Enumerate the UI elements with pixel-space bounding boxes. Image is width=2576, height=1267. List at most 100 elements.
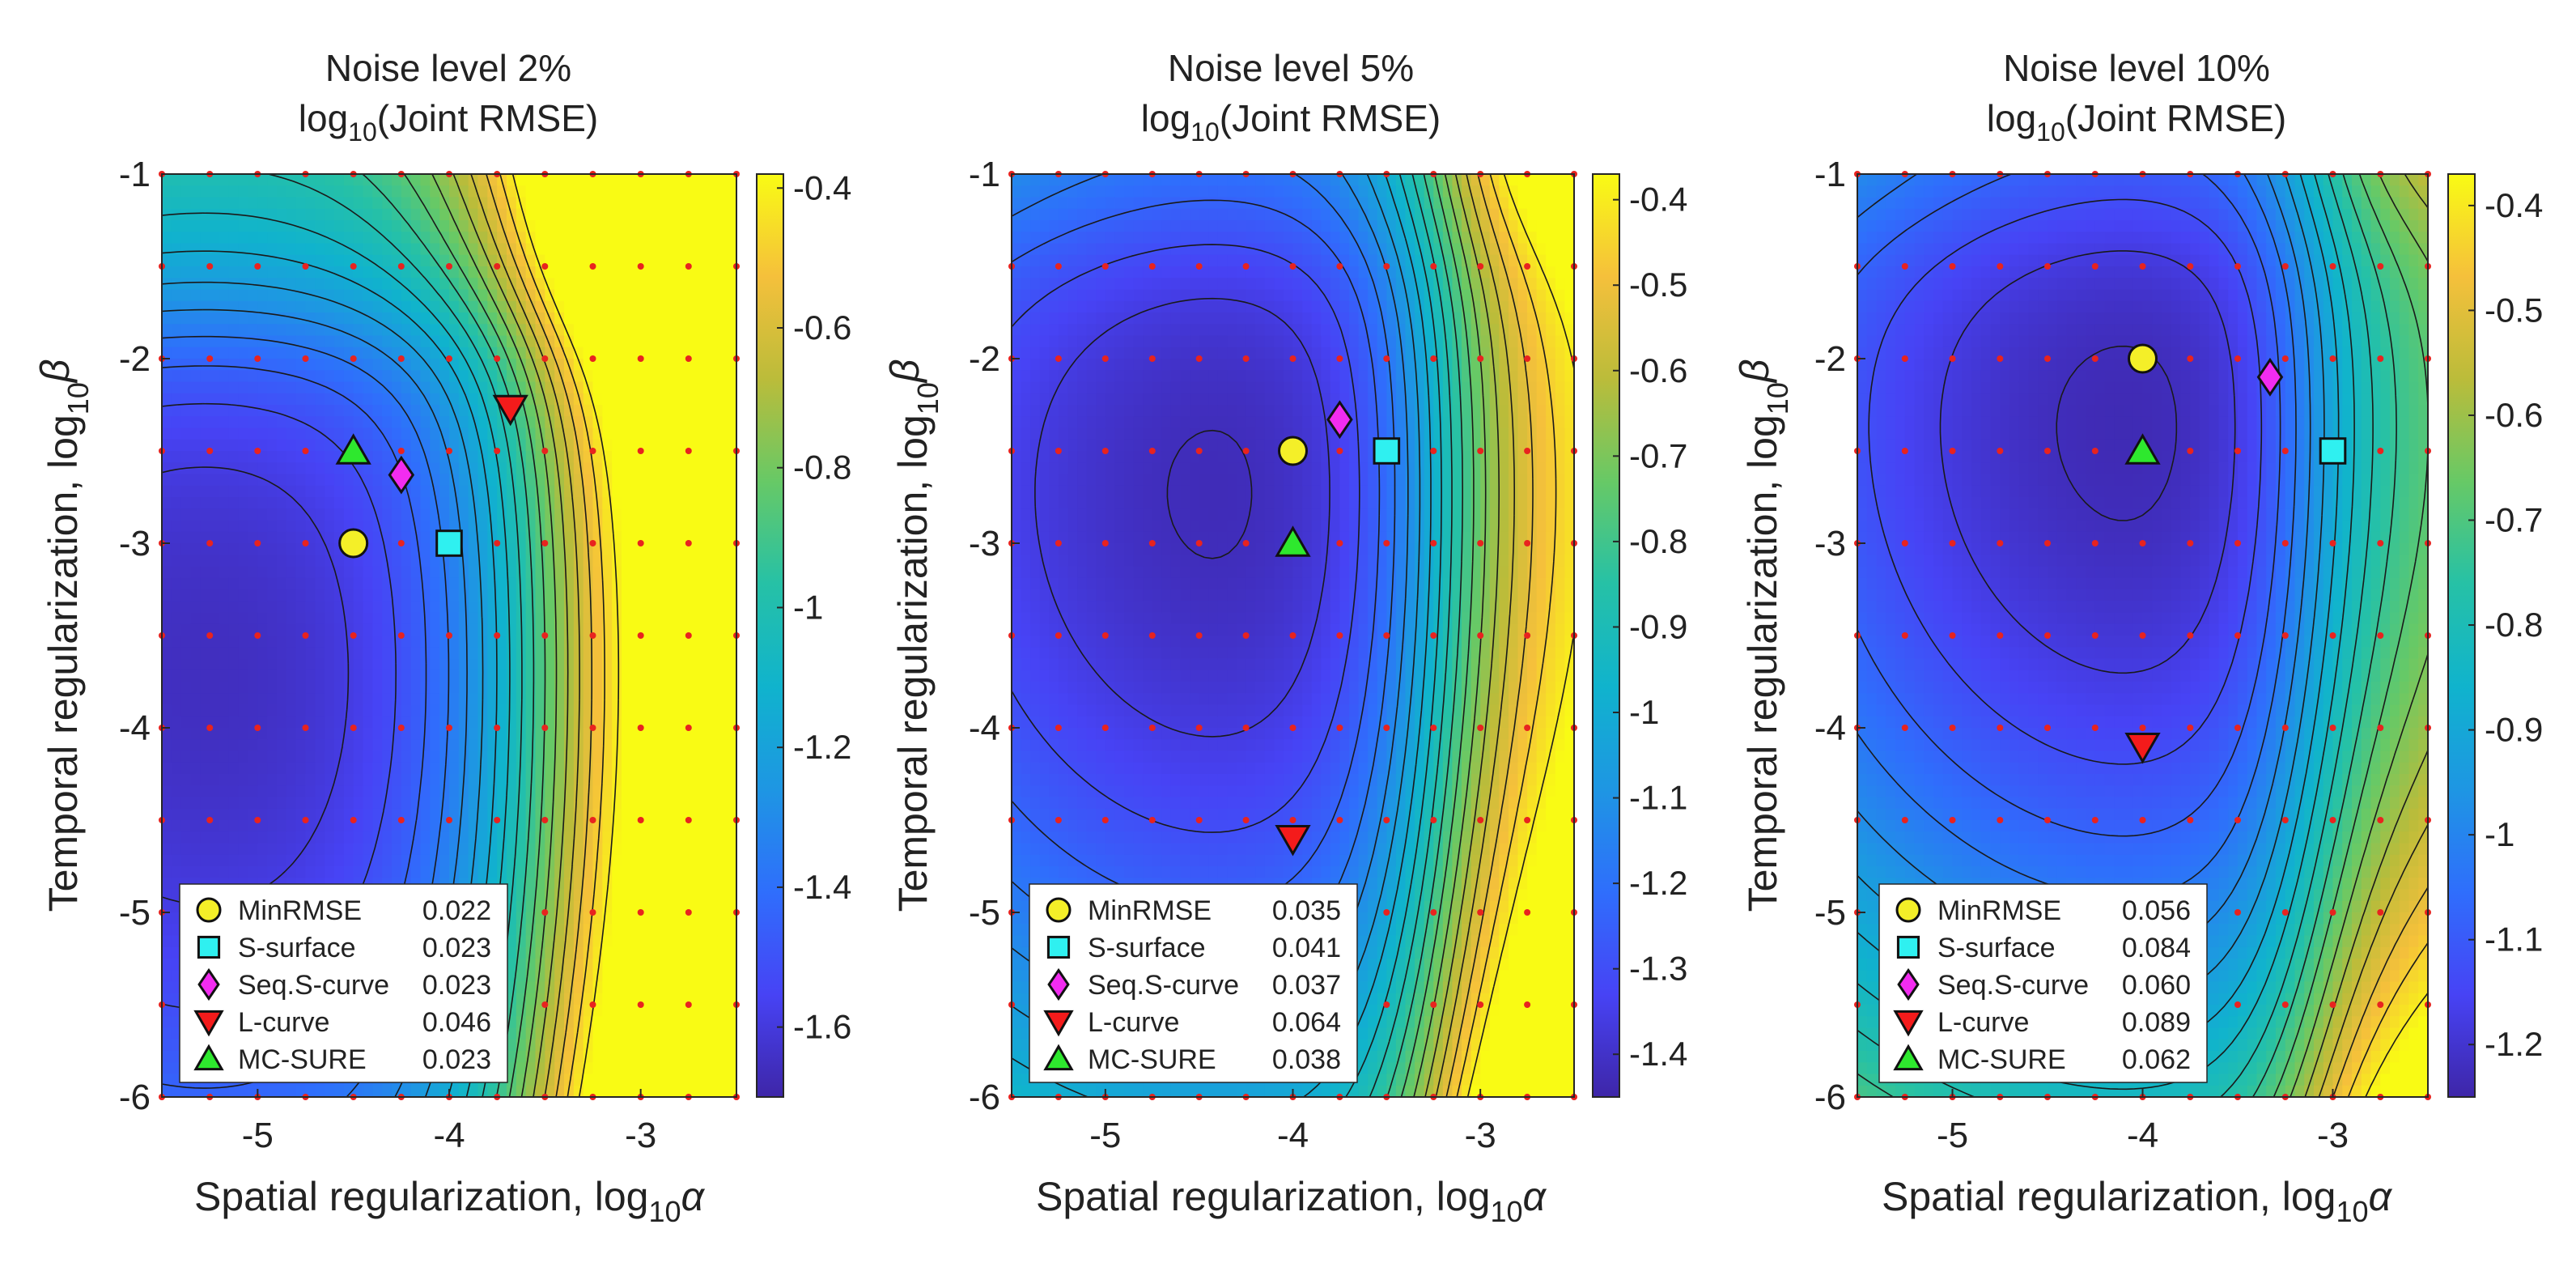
heatmap-cell (228, 555, 240, 568)
heatmap-cell (267, 704, 278, 717)
heatmap-cell (727, 658, 737, 671)
heatmap-cell (343, 854, 354, 867)
heatmap-cell (363, 647, 373, 660)
heatmap-cell (602, 485, 613, 498)
heatmap-cell (392, 704, 402, 717)
heatmap-cell (210, 232, 220, 244)
heatmap-cell (717, 774, 728, 786)
heatmap-cell (286, 797, 297, 810)
heatmap-cell (210, 197, 220, 210)
heatmap-cell (612, 797, 622, 810)
heatmap-cell (277, 797, 287, 810)
heatmap-cell (392, 647, 402, 660)
heatmap-cell (372, 278, 383, 291)
heatmap-cell (180, 555, 192, 568)
heatmap-cell (382, 393, 393, 406)
heatmap-cell (325, 220, 335, 232)
heatmap-cell (698, 427, 709, 440)
sample-point (397, 355, 405, 362)
heatmap-cell (334, 485, 345, 498)
heatmap-cell (717, 797, 728, 810)
heatmap-cell (688, 405, 699, 417)
heatmap-cell (717, 520, 728, 533)
heatmap-cell (622, 912, 632, 925)
heatmap-cell (238, 289, 249, 302)
heatmap-cell (171, 243, 182, 256)
heatmap-cell (382, 381, 393, 394)
heatmap-cell (698, 497, 709, 509)
heatmap-cell (487, 670, 498, 682)
heatmap-cell (583, 831, 594, 844)
heatmap-cell (315, 647, 325, 660)
heatmap-cell (660, 462, 670, 475)
heatmap-cell (622, 946, 632, 959)
heatmap-cell (420, 866, 431, 878)
heatmap-cell (554, 174, 565, 186)
heatmap-cell (660, 393, 670, 406)
heatmap-cell (286, 601, 297, 614)
heatmap-cell (228, 623, 240, 636)
heatmap-cell (210, 485, 220, 498)
heatmap-cell (162, 612, 172, 625)
heatmap-cell (219, 555, 230, 568)
heatmap-cell (410, 335, 422, 348)
heatmap-cell (698, 647, 709, 660)
heatmap-cell (325, 636, 335, 648)
heatmap-cell (325, 762, 335, 775)
heatmap-cell (420, 785, 431, 798)
heatmap-cell (190, 555, 201, 568)
heatmap-cell (468, 739, 479, 752)
heatmap-cell (190, 843, 201, 856)
heatmap-cell (545, 704, 555, 717)
heatmap-cell (669, 1027, 680, 1040)
heatmap-cell (669, 682, 680, 694)
heatmap-cell (717, 347, 728, 359)
heatmap-cell (669, 543, 680, 555)
heatmap-cell (535, 670, 545, 682)
heatmap-cell (372, 750, 383, 763)
heatmap-cell (343, 405, 354, 417)
heatmap-cell (554, 762, 565, 775)
heatmap-cell (707, 1051, 718, 1063)
heatmap-cell (602, 439, 613, 452)
heatmap-cell (573, 278, 584, 291)
heatmap-cell (286, 728, 297, 740)
heatmap-cell (180, 658, 192, 671)
heatmap-cell (660, 405, 670, 417)
heatmap-cell (727, 381, 737, 394)
heatmap-cell (190, 243, 201, 256)
heatmap-cell (305, 427, 316, 440)
heatmap-cell (392, 774, 402, 786)
heatmap-cell (650, 601, 660, 614)
heatmap-cell (180, 381, 192, 394)
heatmap-cell (248, 843, 258, 856)
heatmap-cell (717, 647, 728, 660)
heatmap-cell (439, 289, 450, 302)
heatmap-cell (727, 946, 737, 959)
heatmap-cell (449, 682, 460, 694)
heatmap-cell (516, 220, 527, 232)
heatmap-cell (257, 866, 268, 878)
heatmap-cell (535, 220, 545, 232)
panel-1-title-line2: log10(Joint RMSE) (299, 97, 598, 147)
heatmap-cell (162, 381, 172, 394)
heatmap-cell (372, 462, 383, 475)
heatmap-cell (622, 1062, 632, 1075)
heatmap-cell (430, 658, 440, 671)
heatmap-cell (650, 785, 660, 798)
heatmap-cell (707, 900, 718, 913)
heatmap-cell (305, 739, 316, 752)
heatmap-cell (190, 508, 201, 521)
heatmap-cell (650, 427, 660, 440)
heatmap-cell (554, 854, 565, 867)
heatmap-cell (162, 670, 172, 682)
heatmap-cell (180, 670, 192, 682)
heatmap-cell (219, 820, 230, 832)
heatmap-cell (238, 623, 249, 636)
heatmap-cell (363, 693, 373, 706)
heatmap-cell (286, 843, 297, 856)
heatmap-cell (679, 946, 690, 959)
heatmap-cell (650, 208, 660, 221)
heatmap-cell (583, 762, 594, 775)
heatmap-cell (458, 174, 469, 186)
